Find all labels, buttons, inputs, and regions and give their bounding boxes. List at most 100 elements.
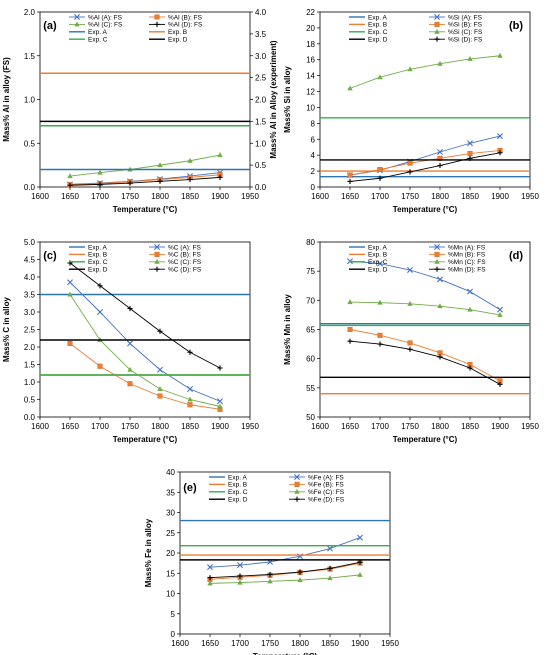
- series-line: [209, 537, 361, 568]
- x-tick-label: 1750: [401, 192, 419, 201]
- x-tick-label: 1900: [491, 192, 509, 201]
- y-tick-label: 0.5: [24, 139, 36, 148]
- data-point: [347, 172, 353, 178]
- legend-item: Exp. B: [349, 22, 387, 29]
- data-point: [347, 178, 353, 185]
- series-fs-curve: [347, 338, 503, 387]
- legend: %Al (A): FS %Al (B): FS %Al (C): FS %Al (D)…: [69, 14, 203, 44]
- legend-item: Exp. A: [349, 244, 387, 251]
- legend-marker: [434, 36, 440, 42]
- legend-item: Exp. C: [69, 259, 108, 266]
- series-fs-curve: [207, 559, 363, 581]
- series-line: [69, 281, 221, 402]
- series-fs-curve: [347, 258, 503, 313]
- y-tick-label: 0.5: [24, 396, 36, 405]
- y-tick-label: 65: [306, 326, 315, 335]
- legend-label: Exp. A: [368, 14, 387, 21]
- data-point: [157, 328, 163, 334]
- legend-label: %Fe (B): FS: [308, 482, 344, 489]
- legend-item: Exp. C: [349, 259, 388, 266]
- legend-marker: [294, 481, 300, 487]
- x-tick-label: 1850: [461, 422, 479, 431]
- data-point: [97, 169, 103, 175]
- data-point: [497, 52, 503, 58]
- legend-item: %Al (D): FS: [149, 22, 203, 29]
- data-point: [127, 366, 133, 372]
- data-point: [187, 386, 193, 392]
- y-axis-title: Mass% Si in alloy: [283, 66, 292, 133]
- x-axis-title: Temperature (°C): [393, 435, 458, 444]
- data-point: [67, 173, 73, 179]
- legend-marker: [74, 21, 80, 27]
- y-tick-label: 18: [306, 40, 315, 49]
- y-tick-label: 1.0: [24, 378, 36, 387]
- x-tick-label: 1700: [371, 192, 389, 201]
- legend-label: Exp. C: [228, 489, 248, 496]
- series-line: [69, 343, 221, 410]
- y-tick-label: 2: [311, 167, 316, 176]
- y-tick-label: 1.5: [24, 361, 36, 370]
- legend-marker: [434, 14, 440, 20]
- legend-item: %Mn (D): FS: [429, 267, 486, 274]
- data-point: [377, 299, 383, 305]
- data-point: [187, 402, 193, 408]
- data-point: [187, 176, 193, 183]
- data-point: [407, 66, 413, 72]
- legend-item: %Al (A): FS: [69, 14, 123, 21]
- y2-tick-label: 3.0: [255, 52, 267, 61]
- legend-item: %Al (B): FS: [149, 14, 203, 21]
- legend-item: Exp. C: [349, 29, 388, 36]
- x-tick-label: 1650: [341, 422, 359, 431]
- legend-item: %Fe (C): FS: [289, 488, 345, 496]
- series-fs-curve: [207, 571, 363, 586]
- data-point: [437, 155, 443, 161]
- data-point: [217, 365, 223, 371]
- series-fs-curve: [207, 560, 363, 582]
- legend-marker: [434, 266, 440, 272]
- data-point: [377, 175, 383, 181]
- legend-item: Exp. D: [349, 267, 388, 274]
- data-point: [327, 575, 333, 581]
- legend-item: %Fe (A): FS: [289, 474, 344, 481]
- x-tick-label: 1600: [31, 422, 49, 431]
- data-point: [407, 267, 413, 273]
- series-fs-curve: [207, 534, 363, 571]
- y-tick-label: 1.0: [24, 96, 36, 105]
- series-line: [209, 562, 361, 580]
- legend-label: Exp. D: [228, 497, 248, 504]
- panel-label: (a): [43, 20, 57, 32]
- legend-item: %Si (B): FS: [429, 22, 483, 29]
- x-tick-label: 1850: [181, 192, 199, 201]
- data-point: [407, 300, 413, 306]
- data-point: [377, 74, 383, 80]
- data-point: [97, 181, 103, 187]
- series-fs-curve: [347, 52, 503, 91]
- legend-label: Exp. B: [368, 252, 387, 259]
- data-point: [207, 575, 213, 581]
- x-tick-label: 1850: [181, 422, 199, 431]
- data-point: [347, 338, 353, 344]
- legend-marker: [154, 244, 160, 250]
- data-point: [67, 291, 73, 297]
- legend-marker: [154, 251, 160, 257]
- data-point: [407, 169, 413, 175]
- data-point: [217, 403, 223, 409]
- x-tick-label: 1700: [371, 422, 389, 431]
- series-line: [349, 152, 501, 182]
- legend-marker: [154, 14, 160, 20]
- series-line: [349, 55, 501, 89]
- y-tick-label: 8: [311, 119, 316, 128]
- legend-label: Exp. C: [368, 29, 388, 36]
- y-tick-label: 16: [306, 56, 315, 65]
- legend-item: %Si (D): FS: [429, 37, 483, 44]
- chart-panel-4: 1600 1650 1700 1750 1800 1850 1900 1950 50 55 60 65…: [283, 238, 539, 444]
- series-fs-curve: [347, 147, 503, 178]
- x-tick-label: 1900: [211, 422, 229, 431]
- data-point: [127, 305, 133, 312]
- y-tick-label: 0: [171, 630, 176, 639]
- legend-item: %Mn (B): FS: [429, 252, 486, 259]
- y-tick-label: 4.5: [24, 256, 36, 265]
- data-point: [437, 162, 443, 169]
- panel-label: (e): [183, 482, 197, 494]
- data-point: [357, 534, 363, 541]
